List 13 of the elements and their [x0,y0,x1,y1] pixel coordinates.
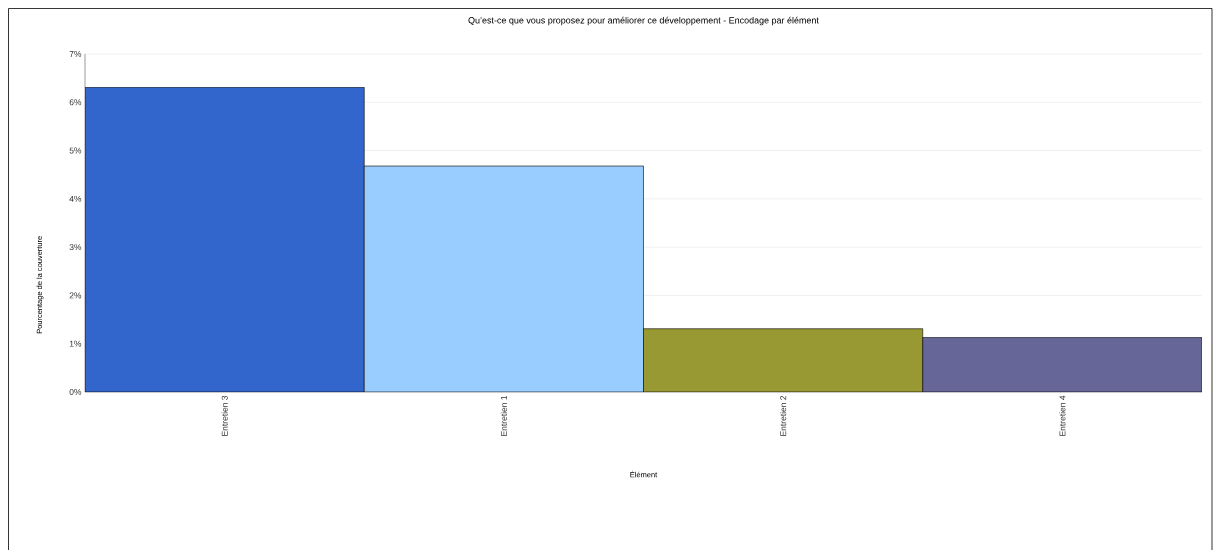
y-tick-label: 2% [69,292,82,299]
y-tick-label: 1% [69,340,82,347]
x-tick-label: Entretien 1 [500,395,507,436]
y-tick-label: 6% [69,99,82,106]
x-tick-label: Entretien 3 [221,395,228,436]
y-tick-label: 0% [69,388,82,395]
x-tick-label: Entretien 2 [780,395,787,436]
y-tick-label: 5% [69,147,82,154]
x-tick-label: Entretien 4 [1059,395,1066,436]
y-tick-label: 3% [69,244,82,251]
y-tick-label: 7% [69,51,82,57]
y-tick-label: 4% [69,195,82,202]
chart-title: Qu’est-ce que vous proposez pour améliorer ce développement - Encodage par élément [468,16,819,26]
